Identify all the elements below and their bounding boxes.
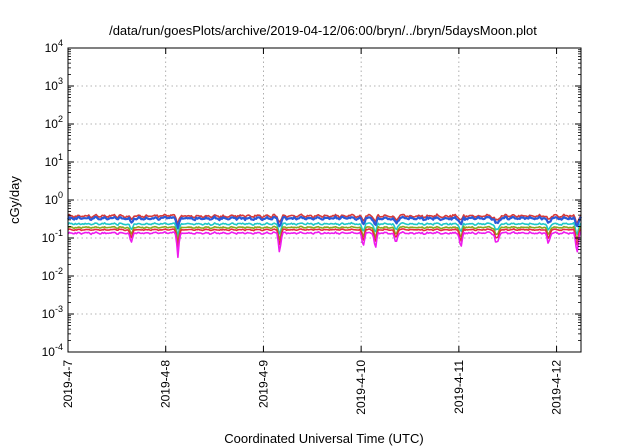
series-line <box>67 225 582 244</box>
y-tick-label: 100 <box>45 190 63 207</box>
x-tick-label: 2019-4-12 <box>550 360 564 415</box>
y-tick-label: 102 <box>45 114 63 131</box>
x-tick-label: 2019-4-7 <box>61 360 75 408</box>
y-tick-label: 104 <box>45 38 63 55</box>
y-axis-label: cGy/day <box>7 176 22 224</box>
x-tick-label: 2019-4-10 <box>354 360 368 415</box>
y-tick-label: 10-2 <box>42 266 63 283</box>
y-tick-label: 10-4 <box>42 342 63 359</box>
series-line <box>67 215 582 230</box>
y-tick-label: 101 <box>45 152 63 169</box>
x-axis-label: Coordinated Universal Time (UTC) <box>224 431 423 446</box>
grid <box>68 48 581 352</box>
x-tick-label: 2019-4-9 <box>256 360 270 408</box>
x-tick-label: 2019-4-11 <box>452 360 466 414</box>
y-tick-label: 103 <box>45 76 63 93</box>
ticks: 10-4 10-3 10-2 10-1 100 101 102 103 104 2019-4-7 2… <box>42 38 581 415</box>
chart-title: /data/run/goesPlots/archive/2019-04-12/0… <box>109 23 537 38</box>
series-line <box>67 228 582 250</box>
x-tick-label: 2019-4-8 <box>159 360 173 408</box>
y-tick-label: 10-3 <box>42 304 63 321</box>
series-layer <box>67 213 582 259</box>
y-tick-label: 10-1 <box>42 228 63 245</box>
series-line <box>67 231 582 259</box>
series-line <box>67 221 582 238</box>
